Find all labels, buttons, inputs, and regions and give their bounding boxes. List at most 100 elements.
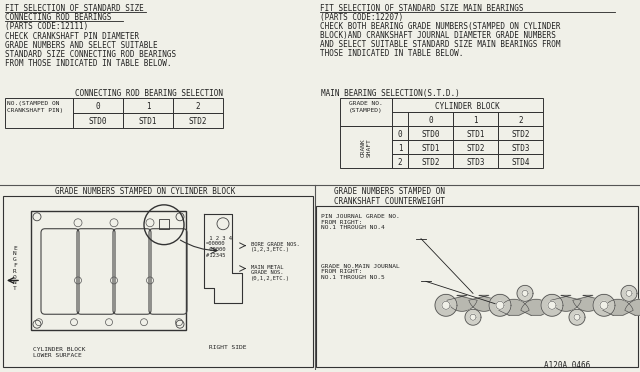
Polygon shape — [522, 291, 528, 296]
Polygon shape — [521, 299, 551, 315]
Bar — [392, 126, 408, 140]
Text: (PARTS CODE:12207): (PARTS CODE:12207) — [320, 13, 403, 22]
Text: CONNECTING ROD BEARINGS: CONNECTING ROD BEARINGS — [5, 13, 111, 22]
Text: 1 2 3 4
=00000
 00000
#12345: 1 2 3 4 =00000 00000 #12345 — [206, 236, 232, 258]
Text: STD2: STD2 — [511, 130, 530, 139]
Text: CYLINDER BLOCK
LOWER SURFACE: CYLINDER BLOCK LOWER SURFACE — [33, 347, 86, 358]
Text: FIT SELECTION OF STANDARD SIZE: FIT SELECTION OF STANDARD SIZE — [5, 4, 144, 13]
Polygon shape — [626, 291, 632, 296]
Text: 1: 1 — [473, 116, 478, 125]
Polygon shape — [573, 295, 604, 311]
Text: GRADE NUMBERS STAMPED ON CYLINDER BLOCK: GRADE NUMBERS STAMPED ON CYLINDER BLOCK — [55, 187, 236, 196]
Polygon shape — [548, 301, 556, 309]
Text: GRADE NUMBERS AND SELECT SUITABLE: GRADE NUMBERS AND SELECT SUITABLE — [5, 41, 157, 50]
Polygon shape — [593, 294, 615, 316]
Text: 0: 0 — [397, 130, 403, 139]
Bar — [173, 113, 223, 128]
Bar — [392, 154, 408, 168]
Polygon shape — [551, 295, 581, 311]
Text: MAIN BEARING SELECTION(S.T.D.): MAIN BEARING SELECTION(S.T.D.) — [321, 90, 460, 99]
Bar — [3, 196, 313, 367]
Text: CHECK BOTH BEARING GRADE NUMBERS(STAMPED ON CYLINDER: CHECK BOTH BEARING GRADE NUMBERS(STAMPED… — [320, 22, 561, 31]
Bar — [392, 99, 543, 112]
Text: STD2: STD2 — [421, 158, 440, 167]
Text: FIT SELECTION OF STANDARD SIZE MAIN BEARINGS: FIT SELECTION OF STANDARD SIZE MAIN BEAR… — [320, 4, 524, 13]
Bar — [498, 140, 543, 154]
Polygon shape — [496, 301, 504, 309]
Bar — [173, 99, 223, 113]
Text: PIN JOURNAL GRADE NO.
FROM RIGHT:
NO.1 THROUGH NO.4: PIN JOURNAL GRADE NO. FROM RIGHT: NO.1 T… — [321, 214, 400, 230]
Bar — [498, 126, 543, 140]
Text: E
N
G
F
R
O
N
T: E N G F R O N T — [13, 246, 17, 291]
Bar — [453, 126, 498, 140]
Text: GRADE NO.MAIN JOURNAL
FROM RIGHT:
NO.1 THROUGH NO.5: GRADE NO.MAIN JOURNAL FROM RIGHT: NO.1 T… — [321, 263, 400, 280]
Bar — [408, 126, 453, 140]
Bar — [340, 99, 392, 126]
Bar — [453, 112, 498, 126]
Bar — [5, 99, 73, 128]
Text: CRANKSHAFT PIN): CRANKSHAFT PIN) — [7, 108, 63, 113]
Bar — [73, 113, 123, 128]
Text: A120A 0466: A120A 0466 — [544, 361, 590, 370]
Text: BORE GRADE NOS.
(1,2,3,ETC.): BORE GRADE NOS. (1,2,3,ETC.) — [251, 242, 300, 253]
Text: STD2: STD2 — [189, 117, 207, 126]
Bar — [159, 219, 169, 229]
Text: (PARTS CODE:12111): (PARTS CODE:12111) — [5, 22, 88, 31]
Text: STD1: STD1 — [139, 117, 157, 126]
Polygon shape — [517, 285, 533, 301]
Text: BLOCK)AND CRANKSHAFT JOURNAL DIAMETER GRADE NUMBERS: BLOCK)AND CRANKSHAFT JOURNAL DIAMETER GR… — [320, 31, 556, 40]
Text: 1: 1 — [146, 102, 150, 111]
Bar — [408, 154, 453, 168]
Text: STD1: STD1 — [421, 144, 440, 153]
Polygon shape — [499, 299, 529, 315]
Polygon shape — [603, 299, 633, 315]
Text: STD4: STD4 — [511, 158, 530, 167]
Polygon shape — [489, 294, 511, 316]
Polygon shape — [442, 301, 450, 309]
Text: STD3: STD3 — [511, 144, 530, 153]
Polygon shape — [569, 309, 585, 325]
Text: RIGHT SIDE: RIGHT SIDE — [209, 345, 246, 350]
Bar — [453, 140, 498, 154]
Text: 1: 1 — [397, 144, 403, 153]
Polygon shape — [465, 309, 481, 325]
Text: CONNECTING ROD BEARING SELECTION: CONNECTING ROD BEARING SELECTION — [75, 90, 223, 99]
Text: GRADE NO.: GRADE NO. — [349, 102, 383, 106]
Polygon shape — [621, 285, 637, 301]
Text: STD2: STD2 — [467, 144, 484, 153]
Polygon shape — [541, 294, 563, 316]
Polygon shape — [447, 295, 477, 311]
Text: 2: 2 — [196, 102, 200, 111]
Text: THOSE INDICATED IN TABLE BELOW.: THOSE INDICATED IN TABLE BELOW. — [320, 49, 463, 58]
Bar — [408, 140, 453, 154]
Text: CRANK
SHAFT: CRANK SHAFT — [360, 138, 371, 157]
Bar — [316, 206, 638, 367]
Text: MAIN METAL
GRADE NOS.
(0,1,2,ETC.): MAIN METAL GRADE NOS. (0,1,2,ETC.) — [251, 264, 290, 281]
Text: CHECK CRANKSHAFT PIN DIAMETER: CHECK CRANKSHAFT PIN DIAMETER — [5, 32, 139, 41]
Bar — [453, 154, 498, 168]
Text: 0: 0 — [428, 116, 433, 125]
Text: STD3: STD3 — [467, 158, 484, 167]
Polygon shape — [435, 294, 457, 316]
Bar — [498, 154, 543, 168]
Polygon shape — [468, 295, 499, 311]
Text: 2: 2 — [397, 158, 403, 167]
Text: AND SELECT SUITABLE STANDARD SIZE MAIN BEARINGS FROM: AND SELECT SUITABLE STANDARD SIZE MAIN B… — [320, 40, 561, 49]
Text: FROM THOSE INDICATED IN TABLE BELOW.: FROM THOSE INDICATED IN TABLE BELOW. — [5, 59, 172, 68]
Text: 2: 2 — [518, 116, 523, 125]
Polygon shape — [470, 314, 476, 320]
Bar — [392, 140, 408, 154]
Polygon shape — [574, 314, 580, 320]
Text: (STAMPED): (STAMPED) — [349, 108, 383, 113]
Text: CYLINDER BLOCK: CYLINDER BLOCK — [435, 102, 500, 111]
Text: GRADE NUMBERS STAMPED ON
CRANKSHAFT COUNTERWEIGHT: GRADE NUMBERS STAMPED ON CRANKSHAFT COUN… — [335, 187, 445, 206]
Polygon shape — [600, 301, 608, 309]
Text: NO.(STAMPED ON: NO.(STAMPED ON — [7, 102, 60, 106]
Bar — [123, 113, 173, 128]
Text: STD0: STD0 — [89, 117, 108, 126]
Bar — [123, 99, 173, 113]
Text: STD0: STD0 — [421, 130, 440, 139]
Bar — [498, 112, 543, 126]
Text: 0: 0 — [96, 102, 100, 111]
Bar — [73, 99, 123, 113]
